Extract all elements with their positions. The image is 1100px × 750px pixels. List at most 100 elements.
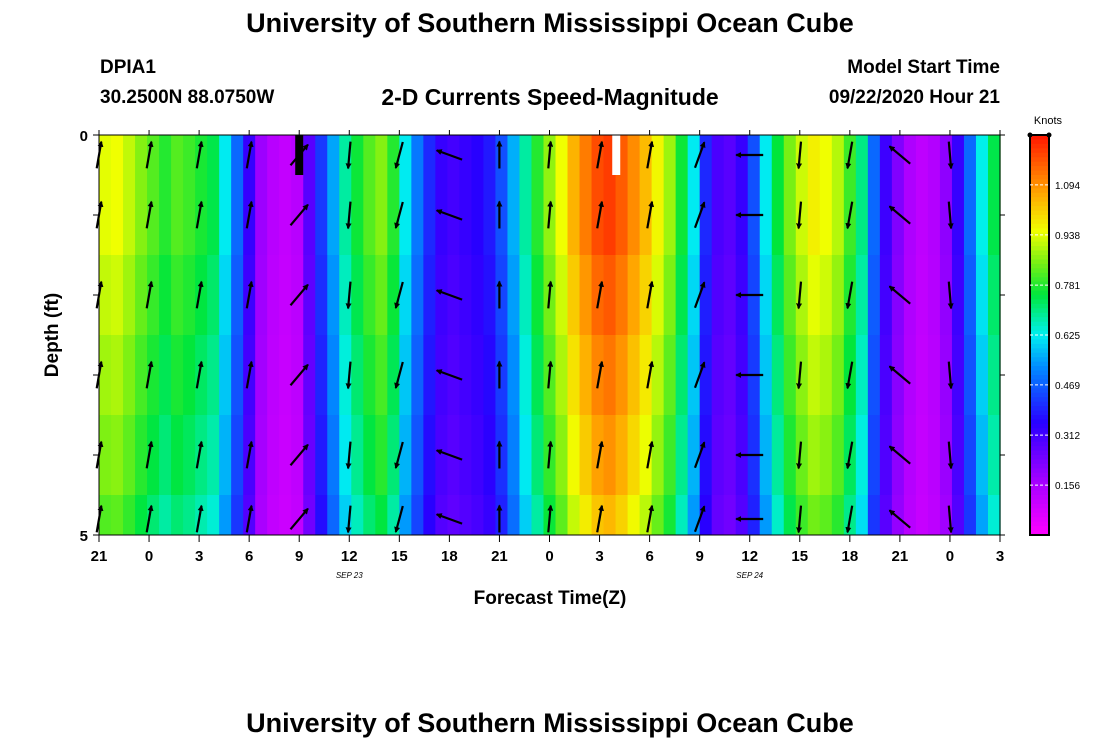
heatmap-cell <box>303 175 316 255</box>
heatmap-cell <box>663 175 677 255</box>
heatmap-cell <box>831 415 845 495</box>
colorbar-segment <box>1030 437 1049 443</box>
heatmap-cell <box>987 335 1001 415</box>
heatmap-cell <box>483 495 497 535</box>
heatmap-cell <box>267 495 280 535</box>
colorbar-segment <box>1030 277 1049 283</box>
heatmap-cell <box>339 415 352 495</box>
heatmap-cell <box>411 415 424 495</box>
heatmap-cell <box>99 135 112 175</box>
heatmap-cell <box>975 255 989 335</box>
colorbar-tick-label: 0.469 <box>1055 381 1080 392</box>
heatmap-cell <box>699 175 713 255</box>
heatmap-cell <box>123 175 136 255</box>
heatmap-cell <box>123 335 136 415</box>
current-vector-arrow <box>289 443 309 467</box>
heatmap-cell <box>279 415 292 495</box>
heatmap-cell <box>615 175 629 255</box>
colorbar-segment <box>1030 135 1049 141</box>
colorbar-tick-label: 1.094 <box>1055 181 1080 192</box>
heatmap-cell <box>147 175 160 255</box>
heatmap-cell <box>327 495 340 535</box>
heatmap-cell <box>675 335 689 415</box>
x-tick-label: 21 <box>91 548 108 565</box>
colorbar-segment <box>1030 370 1049 376</box>
current-vector-arrow <box>547 360 554 389</box>
heatmap-cell <box>903 415 917 495</box>
heatmap-cell <box>327 255 340 335</box>
heatmap-cell <box>171 335 184 415</box>
heatmap-cell <box>255 335 268 415</box>
heatmap-cell <box>219 495 232 535</box>
heatmap-cell <box>783 335 797 415</box>
current-vector-arrow <box>195 280 204 309</box>
heatmap-cell <box>435 255 448 335</box>
heatmap-cell <box>495 255 509 335</box>
heatmap-cell <box>987 175 1001 255</box>
heatmap-cell <box>279 335 292 415</box>
heatmap-cell <box>795 415 809 495</box>
heatmap-cell <box>447 415 460 495</box>
heatmap-cell <box>99 415 112 495</box>
heatmap-cell <box>171 495 184 535</box>
heatmap-cell <box>555 255 569 335</box>
heatmap-cell <box>555 335 569 415</box>
heatmap-cell <box>375 495 388 535</box>
heatmap-cell <box>231 135 244 175</box>
current-vector-arrow <box>394 361 404 389</box>
current-vector-arrow <box>845 441 854 470</box>
current-vector-arrow <box>693 505 706 533</box>
heatmap-cell <box>579 255 593 335</box>
heatmap-cell <box>975 415 989 495</box>
heatmap-cell <box>975 175 989 255</box>
heatmap-cell <box>771 135 785 175</box>
heatmap-cell <box>351 335 364 415</box>
heatmap-cell <box>435 335 448 415</box>
colorbar-segment <box>1030 463 1049 469</box>
heatmap-cell <box>171 415 184 495</box>
current-vector-arrow <box>289 363 309 387</box>
heatmap-cell <box>171 175 184 255</box>
heatmap-cell <box>459 335 473 415</box>
colorbar-segment <box>1030 441 1049 447</box>
x-tick-label: 12 <box>741 548 758 565</box>
heatmap-cell <box>651 175 665 255</box>
heatmap-cell <box>627 415 641 495</box>
current-vector-arrow <box>289 507 309 531</box>
heatmap-cell <box>915 255 929 335</box>
heatmap-cell <box>579 415 593 495</box>
heatmap-cell <box>423 255 436 335</box>
x-tick-label: 3 <box>595 548 603 565</box>
heatmap-cell <box>915 135 929 175</box>
heatmap-cell <box>567 415 581 495</box>
colorbar-segment <box>1030 286 1049 292</box>
heatmap-cell <box>255 495 268 535</box>
model-start-value: 09/22/2020 Hour 21 <box>828 87 1000 108</box>
model-start-label: Model Start Time <box>847 57 1000 78</box>
heatmap-cell <box>471 255 485 335</box>
current-vector-arrow <box>693 141 706 169</box>
x-tick-label: 9 <box>695 548 703 565</box>
heatmap-cell <box>447 255 460 335</box>
heatmap-cell <box>399 495 412 535</box>
current-vector-arrow <box>646 504 655 533</box>
heatmap-cell <box>495 175 509 255</box>
heatmap-cell <box>219 135 232 175</box>
current-vector-arrow <box>947 141 954 170</box>
heatmap-cell <box>927 135 941 175</box>
current-vector-arrow <box>796 281 803 310</box>
heatmap-cell <box>795 135 809 175</box>
heatmap-cell <box>771 175 785 255</box>
heatmap-cell <box>855 255 869 335</box>
heatmap-cell <box>99 175 112 255</box>
current-vector-arrow <box>947 441 954 470</box>
heatmap-cell <box>375 175 388 255</box>
station-coords: 30.2500N 88.0750W <box>100 87 275 108</box>
heatmap-cell <box>195 175 208 255</box>
colorbar-segment <box>1030 143 1049 149</box>
current-vector-arrow <box>596 440 604 469</box>
colorbar-segment <box>1030 192 1049 198</box>
heatmap-cell <box>915 175 929 255</box>
colorbar-segment <box>1030 499 1049 505</box>
heatmap-cell <box>807 415 821 495</box>
